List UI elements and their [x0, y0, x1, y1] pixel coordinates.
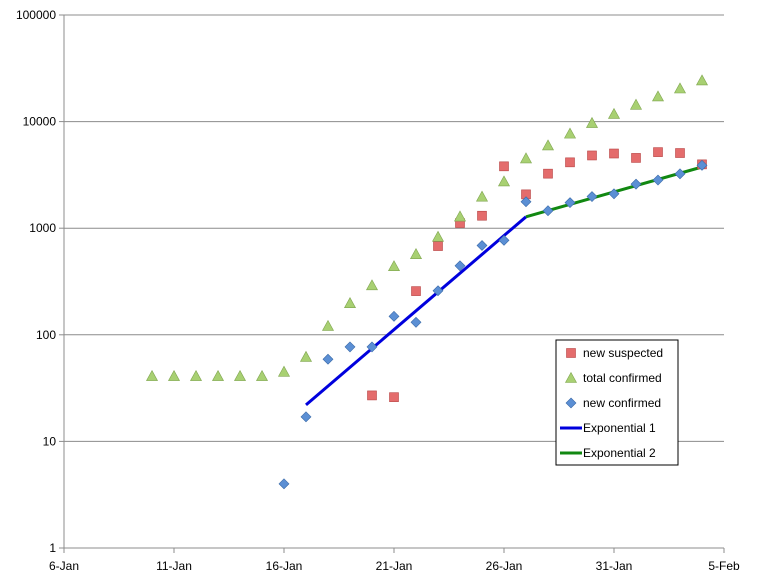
y-tick-label: 10: [43, 434, 57, 448]
new-suspected-point: [477, 210, 487, 221]
new-suspected-point: [565, 157, 575, 168]
new-confirmed-point: [674, 168, 686, 180]
new-suspected-point: [609, 148, 619, 159]
new-confirmed-point: [410, 316, 422, 328]
total-confirmed-point: [651, 90, 665, 102]
axes: 1 10 100 1000 10000 100000 6-Jan 11-Jan 16-Jan 21…: [16, 8, 740, 573]
total-confirmed-point: [629, 98, 643, 110]
x-tick-label: 21-Jan: [376, 559, 413, 573]
new-confirmed-point: [608, 188, 620, 200]
new-confirmed-point: [564, 197, 576, 209]
total-confirmed-point: [563, 127, 577, 139]
new-confirmed-point: [344, 341, 356, 353]
x-tick-label: 6-Jan: [49, 559, 79, 573]
new-suspected-point: [411, 286, 421, 296]
new-suspected-point: [543, 168, 553, 179]
total-confirmed-point: [167, 369, 181, 381]
new-confirmed-point: [322, 353, 334, 365]
new-confirmed-point: [366, 341, 378, 353]
total-confirmed-point: [475, 190, 489, 202]
new-confirmed-point: [454, 260, 466, 272]
total-confirmed-point: [343, 297, 357, 308]
x-tick-label: 11-Jan: [156, 559, 192, 573]
total-confirmed-point: [497, 175, 511, 187]
new-suspected-point: [389, 392, 399, 402]
total-confirmed-point: [299, 350, 313, 362]
total-confirmed-point: [453, 210, 467, 222]
y-tick-label: 10000: [23, 115, 57, 129]
y-tick-label: 1000: [29, 221, 56, 235]
new-suspected-point: [653, 147, 663, 157]
new-confirmed-point: [630, 178, 642, 190]
total-confirmed-point: [519, 152, 533, 164]
total-confirmed-point: [607, 107, 621, 119]
x-tick-label: 31-Jan: [596, 559, 633, 573]
new-suspected-point: [367, 390, 377, 401]
legend-swatch-new-suspected: [566, 348, 576, 358]
legend-swatch-total-confirmed: [564, 371, 578, 383]
legend-label-exponential-2: Exponential 2: [583, 446, 656, 460]
fit-line-exponential-1: [305, 215, 527, 407]
new-confirmed-point: [696, 159, 708, 171]
total-confirmed-point: [365, 279, 379, 291]
legend-label-exponential-1: Exponential 1: [583, 421, 656, 435]
total-confirmed-point: [233, 369, 247, 381]
legend-box: [555, 339, 679, 466]
total-confirmed-point: [145, 369, 159, 381]
new-suspected-point: [631, 153, 641, 163]
new-confirmed-point: [278, 478, 290, 490]
total-confirmed-point: [431, 230, 445, 242]
total-confirmed-point: [387, 260, 401, 272]
x-tick-label: 16-Jan: [266, 559, 303, 573]
x-tick-label: 5-Feb: [708, 559, 740, 573]
legend: new suspected total confirmed new confirme…: [555, 339, 679, 466]
total-confirmed-point: [585, 116, 599, 128]
new-suspected-point: [499, 161, 509, 172]
new-confirmed-point: [542, 205, 554, 217]
total-confirmed-point: [277, 365, 291, 377]
total-confirmed-point: [321, 319, 335, 331]
new-confirmed-point: [388, 310, 400, 322]
new-confirmed-point: [652, 174, 664, 186]
total-confirmed-point: [541, 139, 555, 151]
total-confirmed-point: [255, 369, 269, 381]
y-tick-label: 1: [49, 541, 56, 555]
new-suspected-point: [433, 241, 443, 251]
new-confirmed-point: [520, 196, 532, 208]
legend-label-new-suspected: new suspected: [583, 346, 663, 360]
new-confirmed-point: [432, 285, 444, 297]
y-tick-label: 100: [36, 328, 56, 342]
new-confirmed-point: [476, 240, 488, 251]
data-points: [145, 74, 709, 490]
y-tick-label: 100000: [16, 8, 56, 22]
new-suspected-point: [675, 148, 685, 158]
total-confirmed-point: [211, 369, 225, 381]
total-confirmed-point: [673, 82, 687, 94]
new-confirmed-point: [586, 191, 598, 202]
new-suspected-point: [587, 150, 597, 161]
legend-label-total-confirmed: total confirmed: [583, 371, 662, 385]
total-confirmed-point: [409, 248, 423, 259]
new-confirmed-point: [498, 234, 510, 246]
total-confirmed-point: [695, 74, 709, 86]
total-confirmed-point: [189, 369, 203, 381]
x-tick-label: 26-Jan: [486, 559, 523, 573]
new-confirmed-point: [300, 411, 312, 423]
legend-label-new-confirmed: new confirmed: [583, 396, 661, 410]
legend-swatch-new-confirmed: [565, 397, 577, 409]
